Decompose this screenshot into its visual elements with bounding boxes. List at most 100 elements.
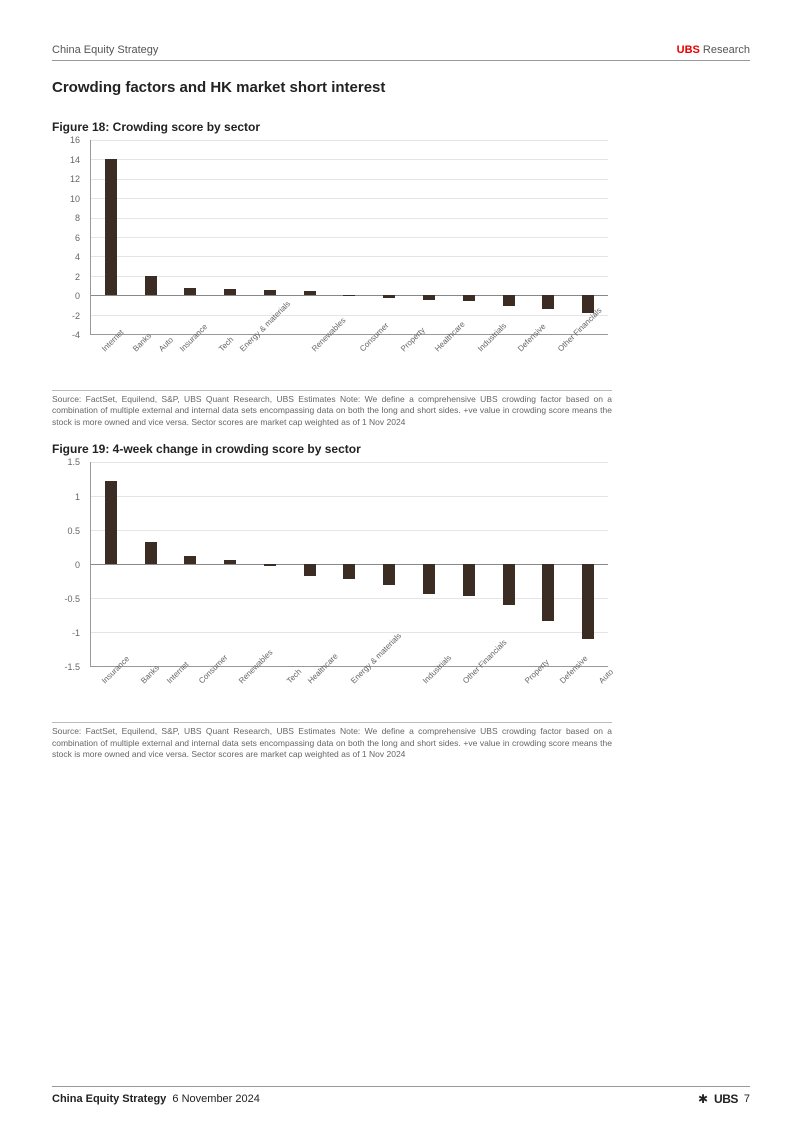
y-tick-label: 4 [75,252,80,262]
x-tick-label: Banks [121,335,147,380]
x-tick-label: Industrials [411,667,451,712]
x-tick-label: Tech [207,335,228,380]
x-tick-label: Internet [155,667,186,712]
y-tick-label: -4 [72,330,80,340]
figure19-source: Source: FactSet, Equilend, S&P, UBS Quan… [52,722,612,760]
bar-slot [528,140,568,334]
x-tick-label: Industrials [466,335,506,380]
y-tick-label: 6 [75,233,80,243]
x-tick-label: Property [389,335,423,380]
x-tick-label: Energy & materials [228,335,300,380]
header-right: UBS Research [677,44,750,56]
ubs-logo: UBS [714,1092,738,1106]
x-tick-label: Auto [587,667,608,712]
header-brand: UBS [677,44,700,56]
y-tick-label: 12 [70,174,80,184]
bar [105,159,117,295]
bar-slot [131,462,171,666]
bar [542,295,554,309]
x-tick-label: Defensive [506,335,546,380]
x-tick-label: Other Financials [546,335,608,380]
figure18-chart: -4-20246810121416InternetBanksAutoInsura… [52,140,612,380]
bar [503,295,515,306]
bar-slot [568,140,608,334]
x-tick-label: Property [513,667,547,712]
bar [343,564,355,579]
y-tick-label: 0.5 [67,526,80,536]
bar [105,481,117,564]
footer-left: China Equity Strategy 6 November 2024 [52,1093,260,1105]
bar [304,564,316,576]
header-left: China Equity Strategy [52,44,158,56]
bar [463,564,475,596]
bar [304,291,316,295]
y-tick-label: 1 [75,492,80,502]
x-tick-label: Internet [90,335,121,380]
x-tick-label: Consumer [187,667,228,712]
y-tick-label: -0.5 [64,594,80,604]
bar [264,564,276,566]
bar-slot [210,140,250,334]
y-tick-label: 0 [75,560,80,570]
page-number: 7 [744,1093,750,1105]
footer-title: China Equity Strategy [52,1093,166,1105]
bar [145,542,157,564]
page-footer: China Equity Strategy 6 November 2024 ✱ … [52,1086,750,1106]
y-tick-label: 2 [75,272,80,282]
figure18-title: Figure 18: Crowding score by sector [52,120,750,134]
bar-slot [330,462,370,666]
bar [423,295,435,300]
bar-slot [171,462,211,666]
bar-slot [449,462,489,666]
y-tick-label: 0 [75,291,80,301]
bar [145,276,157,295]
y-tick-label: 16 [70,135,80,145]
page-header: China Equity Strategy UBS Research [52,44,750,61]
bar-slot [131,140,171,334]
bar-slot [369,462,409,666]
bar [463,295,475,301]
x-tick-label: Auto [147,335,168,380]
bar [582,564,594,639]
bar-slot [369,140,409,334]
y-tick-label: 14 [70,155,80,165]
bar [264,290,276,295]
bar [184,288,196,295]
bar [503,564,515,605]
x-tick-label: Healthcare [423,335,466,380]
bar-slot [91,462,131,666]
x-tick-label: Other Financials [451,667,513,712]
bar-slot [489,462,529,666]
y-tick-label: -2 [72,311,80,321]
bar-slot [171,140,211,334]
bar-slot [290,140,330,334]
y-tick-label: -1.5 [64,662,80,672]
x-tick-label: Energy & materials [339,667,411,712]
y-tick-label: -1 [72,628,80,638]
bar-slot [568,462,608,666]
footer-right: ✱ UBS 7 [698,1092,750,1106]
bar [184,556,196,564]
y-tick-label: 10 [70,194,80,204]
bar [542,564,554,620]
header-right-text: Research [700,44,750,56]
section-title: Crowding factors and HK market short int… [52,79,750,96]
y-tick-label: 1.5 [67,457,80,467]
x-tick-label: Tech [275,667,296,712]
bar-slot [409,462,449,666]
x-tick-label: Insurance [90,667,129,712]
x-tick-label: Defensive [548,667,588,712]
bar [383,295,395,298]
bar [423,564,435,593]
bar-slot [449,140,489,334]
x-tick-label: Renewables [300,335,348,380]
figure19-chart: -1.5-1-0.500.511.5InsuranceBanksInternet… [52,462,612,712]
bar-slot [528,462,568,666]
bar-slot [290,462,330,666]
x-tick-label: Renewables [227,667,275,712]
x-tick-label: Banks [129,667,155,712]
bar-slot [250,462,290,666]
bar [224,289,236,295]
figure18-source: Source: FactSet, Equilend, S&P, UBS Quan… [52,390,612,428]
x-tick-label: Consumer [348,335,389,380]
